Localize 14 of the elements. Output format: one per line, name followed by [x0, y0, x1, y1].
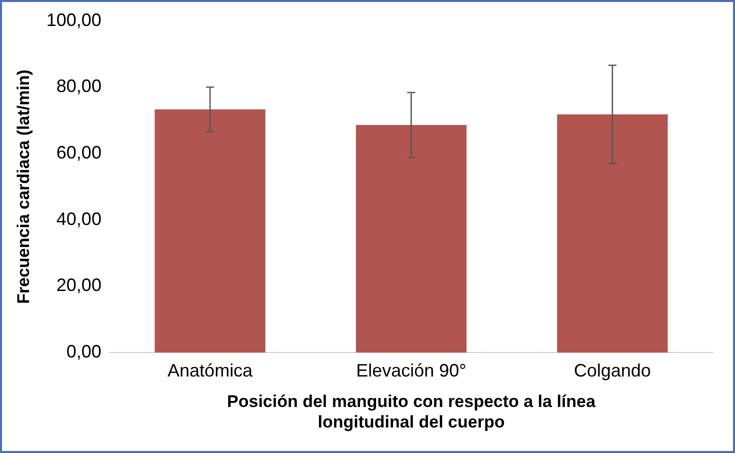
y-tick-label: 40,00 — [56, 208, 102, 229]
y-tick-label: 100,00 — [46, 10, 102, 30]
bar — [154, 109, 266, 353]
bar — [557, 114, 668, 353]
y-tick-label: 0,00 — [66, 342, 102, 362]
y-axis-title: Frecuencia cardiaca (lat/min) — [14, 70, 33, 304]
x-tick-label: Colgando — [574, 360, 651, 380]
y-tick-label: 20,00 — [56, 275, 102, 296]
y-tick-label: 60,00 — [56, 142, 102, 162]
bar — [356, 124, 467, 353]
x-tick-label: Elevación 90° — [356, 360, 466, 380]
x-axis-title: Posición del manguito con respecto a la línea longitudinal del cuerpo — [227, 392, 596, 432]
x-tick-label: Anatómica — [168, 360, 254, 380]
y-tick-label: 80,00 — [56, 76, 102, 96]
